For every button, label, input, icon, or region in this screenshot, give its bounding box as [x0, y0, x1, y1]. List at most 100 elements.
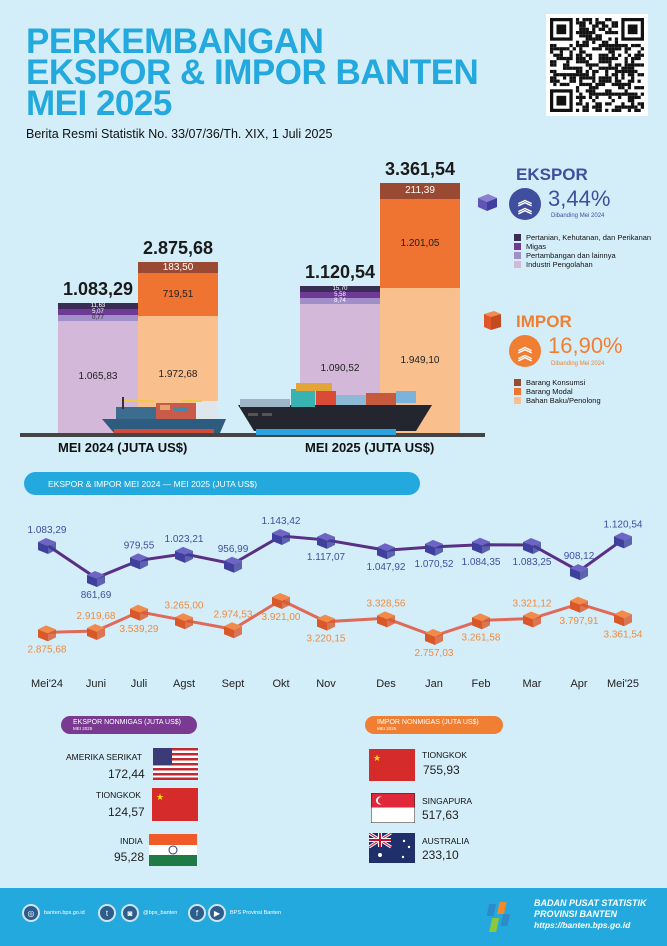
bar-segment: 15,70: [300, 285, 380, 292]
line-chart: 1.083,29 861,69 979,55 1.023,21 956,99 1.143,…: [28, 516, 643, 690]
data-label: 1.120,54: [604, 519, 643, 530]
fb-yt-name[interactable]: BPS Provinsi Banten: [230, 910, 282, 916]
x-tick-label: Juni: [86, 678, 106, 690]
ekspor-title: EKSPOR: [516, 165, 588, 184]
ekspor-nonmigas-title: EKSPOR NONMIGAS (JUTA US$) MEI 2025: [61, 716, 197, 734]
website-link[interactable]: banten.bps.go.id: [44, 910, 85, 916]
instagram-icon[interactable]: ◙: [121, 904, 139, 922]
x-tick-label: Nov: [316, 678, 336, 690]
bar-total-label: 2.875,68: [142, 237, 214, 258]
x-tick-label: Okt: [272, 678, 289, 690]
ekspor-point-container-icon: [224, 556, 242, 573]
bar-segment: 183,50: [138, 262, 218, 273]
youtube-icon[interactable]: ▶: [208, 904, 226, 922]
period-label-2024: MEI 2024 (JUTA US$): [58, 440, 188, 455]
china-flag: ★: [152, 788, 198, 821]
data-label: 956,99: [218, 544, 249, 555]
ekspor-point-container-icon: [425, 539, 443, 556]
ekspor-point-container-icon: [87, 571, 105, 587]
facebook-icon[interactable]: f: [188, 904, 206, 922]
container-impor-icon: [484, 311, 501, 330]
country-value: 755,93: [423, 763, 460, 777]
ekspor-point-container-icon: [130, 553, 148, 570]
bar-segment: 11,63: [58, 302, 138, 309]
footer: ◎ banten.bps.go.id t ◙ @bps_banten f ▶ B…: [0, 888, 667, 946]
ekspor-compare: Dibanding Mei 2024: [551, 213, 605, 219]
title-line-1: PERKEMBANGAN: [26, 22, 324, 61]
data-label: 3.220,15: [307, 634, 346, 645]
org-url[interactable]: https://banten.bps.go.id: [534, 920, 631, 930]
bar-baseline: [20, 433, 485, 437]
country-value: 124,57: [108, 805, 145, 819]
ekspor-point-container-icon: [377, 543, 395, 560]
bar-segment: 719,51: [138, 272, 218, 316]
impor-point-container-icon: [224, 622, 242, 639]
impor-compare: Dibanding Mei 2024: [551, 361, 605, 367]
bar-segment: 1.201,05: [380, 198, 460, 289]
impor-point-container-icon: [87, 623, 105, 640]
x-tick-label: Des: [376, 678, 396, 690]
cargo-ship-icon: [102, 397, 226, 433]
container-ekspor-icon: [478, 194, 497, 211]
legend-item: Barang Modal: [514, 387, 601, 396]
x-tick-label: Apr: [570, 678, 587, 690]
data-label: 1.117,07: [307, 552, 346, 563]
impor-point-container-icon: [130, 604, 148, 621]
social-handle[interactable]: @bps_banten: [143, 910, 178, 916]
data-label: 1.023,21: [165, 534, 204, 545]
impor-point-container-icon: [175, 613, 193, 630]
ekspor-point-container-icon: [472, 537, 490, 554]
country-name: INDIA: [120, 836, 143, 846]
period-label-2025: MEI 2025 (JUTA US$): [305, 440, 435, 455]
australia-flag: [369, 833, 415, 863]
bar-total-label: 1.083,29: [62, 278, 134, 299]
legend-item: Pertanian, Kehutanan, dan Perikanan: [514, 233, 651, 242]
subtitle: Berita Resmi Statistik No. 33/07/36/Th. …: [26, 127, 333, 141]
x-tick-label: Sept: [222, 678, 245, 690]
legend-item: Bahan Baku/Penolong: [514, 396, 601, 405]
impor-nonmigas-title: IMPOR NONMIGAS (JUTA US$) MEI 2025: [365, 716, 503, 734]
country-name: AMERIKA SERIKAT: [66, 752, 142, 762]
x-tick-label: Mei'24: [31, 678, 63, 690]
data-label: 1.083,25: [513, 557, 552, 568]
data-label: 3.321,12: [513, 599, 552, 610]
country-value: 95,28: [114, 850, 145, 864]
country-name: SINGAPURA: [422, 796, 473, 806]
data-label: 3.361,54: [604, 629, 643, 640]
page-title: PERKEMBANGAN EKSPOR & IMPOR BANTEN MEI 2…: [26, 22, 479, 121]
data-label: 3.265,00: [165, 600, 204, 611]
qr-code-icon[interactable]: [546, 14, 648, 116]
data-label: 3.921,00: [262, 612, 301, 623]
website-icon[interactable]: ◎: [22, 904, 40, 922]
impor-point-container-icon: [38, 625, 56, 642]
bar-segment: 0,77: [58, 314, 138, 321]
usa-flag: [153, 748, 198, 780]
data-label: 1.070,52: [415, 559, 454, 570]
bar-total-label: 1.120,54: [304, 261, 376, 282]
data-label: 1.083,29: [28, 525, 67, 536]
container-ship-icon: [238, 383, 432, 435]
ekspor-legend: Pertanian, Kehutanan, dan Perikanan Miga…: [514, 233, 651, 269]
impor-point-container-icon: [272, 593, 290, 609]
ekspor-change: 3,44%: [548, 186, 611, 211]
x-tick-label: Agst: [173, 678, 195, 690]
arrow-up-icon: ︽ ︽: [509, 335, 541, 367]
country-name: TIONGKOK: [422, 750, 467, 760]
ekspor-point-container-icon: [317, 532, 335, 549]
bps-logo-icon: [486, 902, 511, 932]
bar-segment: 5,58: [300, 291, 380, 298]
twitter-icon[interactable]: t: [98, 904, 116, 922]
org-name: BADAN PUSAT STATISTIK PROVINSI BANTEN ht…: [534, 898, 647, 930]
data-label: 2.757,03: [415, 648, 454, 659]
impor-title: IMPOR: [516, 312, 572, 331]
impor-point-container-icon: [317, 614, 335, 631]
impor-point-container-icon: [523, 611, 541, 628]
legend-item: Barang Konsumsi: [514, 378, 601, 387]
data-label: 1.084,35: [462, 557, 501, 568]
legend-item: Pertambangan dan lainnya: [514, 251, 651, 260]
x-tick-label: Mar: [523, 678, 542, 690]
data-label: 3.797,91: [560, 616, 599, 627]
country-name: AUSTRALIA: [422, 836, 470, 846]
title-line-2: EKSPOR & IMPOR BANTEN: [26, 53, 479, 92]
bar-segment: 5,07: [58, 308, 138, 315]
